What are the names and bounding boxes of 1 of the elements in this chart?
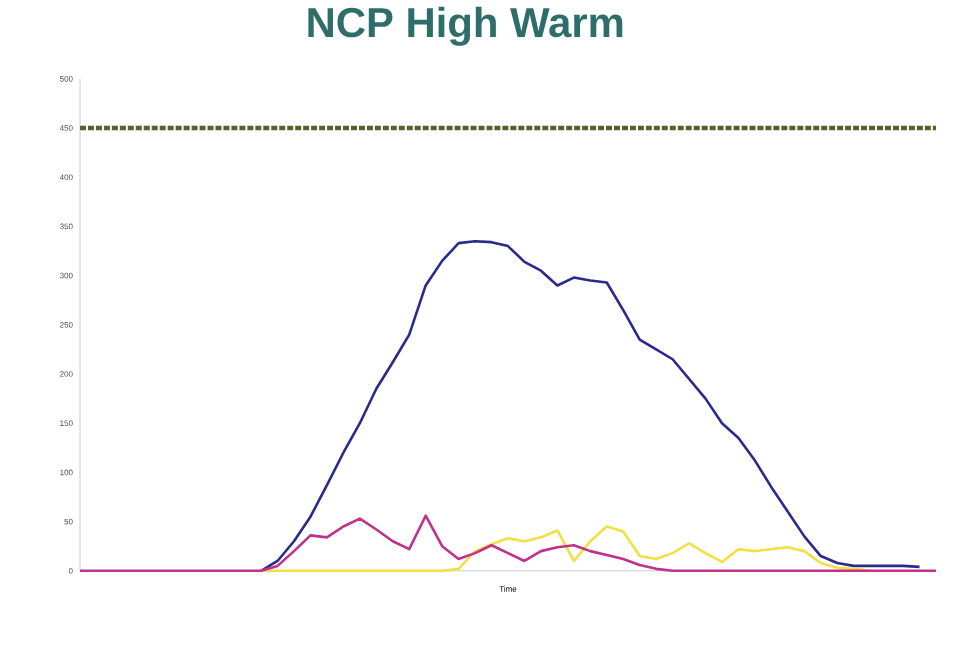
chart-title: NCP High Warm bbox=[308, 6, 623, 46]
